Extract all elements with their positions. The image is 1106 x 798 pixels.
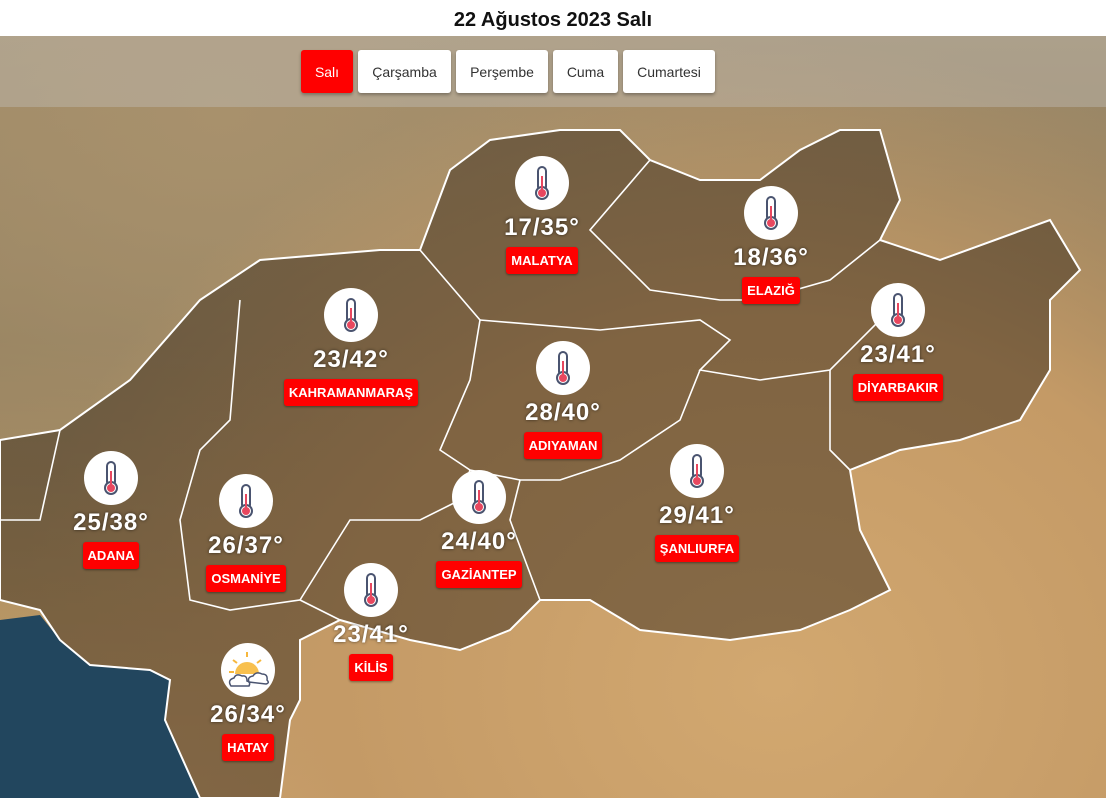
temperature-range: 24/40° [441,528,517,555]
temperature-range: 26/37° [208,532,284,559]
page-title: 22 Ağustos 2023 Salı [0,0,1106,36]
city-marker[interactable]: 29/41° ŞANLIURFA [627,444,767,562]
city-label[interactable]: MALATYA [506,247,578,274]
city-marker[interactable]: 17/35° MALATYA [472,156,612,274]
city-label[interactable]: GAZİANTEP [436,561,522,588]
day-tabs: Salı Çarşamba Perşembe Cuma Cumartesi [0,36,1106,107]
thermometer-icon [219,474,273,528]
thermometer-icon [452,470,506,524]
city-marker[interactable]: 23/41° DİYARBAKIR [828,283,968,401]
city-marker[interactable]: 28/40° ADIYAMAN [493,341,633,459]
city-label[interactable]: KAHRAMANMARAŞ [283,379,419,406]
thermometer-icon [871,283,925,337]
city-marker[interactable]: 26/34° HATAY [178,643,318,761]
temperature-range: 18/36° [733,244,809,271]
tab-carsamba[interactable]: Çarşamba [358,50,451,93]
temperature-range: 28/40° [525,399,601,426]
tab-sali[interactable]: Salı [301,50,353,93]
thermometer-icon [84,451,138,505]
city-label[interactable]: HATAY [222,734,274,761]
temperature-range: 23/42° [313,346,389,373]
temperature-range: 17/35° [504,214,580,241]
city-label[interactable]: ADIYAMAN [523,432,603,459]
temperature-range: 23/41° [333,621,409,648]
region-outline [0,129,1082,798]
temperature-range: 29/41° [659,502,735,529]
temperature-range: 23/41° [860,341,936,368]
city-marker[interactable]: 23/42° KAHRAMANMARAŞ [281,288,421,406]
tab-cuma[interactable]: Cuma [553,50,618,93]
city-label[interactable]: ADANA [82,542,140,569]
region-borders [0,129,1082,798]
thermometer-icon [670,444,724,498]
city-marker[interactable]: 25/38° ADANA [41,451,181,569]
thermometer-icon [515,156,569,210]
thermometer-icon [536,341,590,395]
thermometer-icon [324,288,378,342]
thermometer-icon [744,186,798,240]
partly-cloudy-icon [221,643,275,697]
city-label[interactable]: ŞANLIURFA [654,535,740,562]
city-marker[interactable]: 26/37° OSMANİYE [176,474,316,592]
city-label[interactable]: ELAZIĞ [742,277,800,304]
tab-cumartesi[interactable]: Cumartesi [623,50,715,93]
city-marker[interactable]: 23/41° KİLİS [301,563,441,681]
city-label[interactable]: KİLİS [349,654,393,681]
city-marker[interactable]: 18/36° ELAZIĞ [701,186,841,304]
city-marker[interactable]: 24/40° GAZİANTEP [409,470,549,588]
temperature-range: 25/38° [73,509,149,536]
tab-persembe[interactable]: Perşembe [456,50,548,93]
temperature-range: 26/34° [210,701,286,728]
thermometer-icon [344,563,398,617]
city-label[interactable]: DİYARBAKIR [852,374,944,401]
city-label[interactable]: OSMANİYE [206,565,286,592]
